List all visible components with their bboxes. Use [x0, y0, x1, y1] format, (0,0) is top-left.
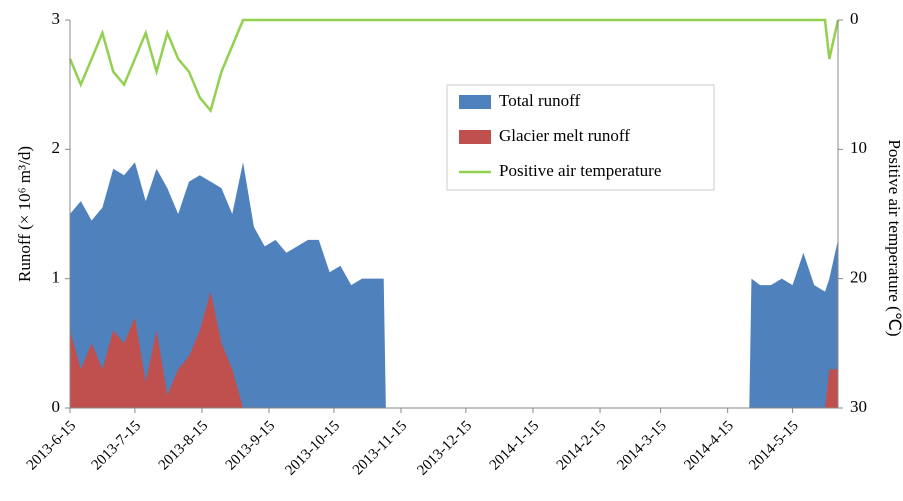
legend-swatch	[459, 95, 491, 109]
x-tick-label: 2013-11-15	[350, 418, 410, 478]
y2-tick-label: 20	[850, 268, 867, 287]
x-tick-label: 2014-5-15	[746, 418, 802, 474]
y2-tick-label: 10	[850, 138, 867, 157]
legend-swatch	[459, 130, 491, 144]
x-tick-label: 2014-3-15	[614, 418, 670, 474]
x-tick-label: 2014-1-15	[487, 418, 543, 474]
x-tick-label: 2013-7-15	[89, 418, 145, 474]
x-tick-label: 2014-4-15	[681, 418, 737, 474]
x-tick-label: 2013-9-15	[223, 418, 279, 474]
area	[70, 291, 838, 408]
y-tick-label: 2	[52, 138, 61, 157]
x-tick-label: 2013-12-15	[414, 418, 475, 479]
y-tick-label: 1	[52, 268, 61, 287]
area	[70, 162, 838, 408]
x-tick-label: 2013-10-15	[282, 418, 343, 479]
y2-axis-label: Positive air temperature (℃)	[885, 139, 903, 336]
x-tick-label: 2014-2-15	[554, 418, 610, 474]
legend-label: Total runoff	[499, 91, 580, 110]
x-tick-label: 2013-6-15	[24, 418, 80, 474]
y-axis-label: Runoff (× 10⁶ m³/d)	[15, 146, 34, 282]
y-tick-label: 3	[52, 9, 61, 28]
legend-box	[446, 84, 715, 191]
y-tick-label: 0	[52, 397, 61, 416]
y2-tick-label: 30	[850, 397, 867, 416]
y2-tick-label: 0	[850, 9, 859, 28]
legend-label: Glacier melt runoff	[499, 126, 630, 145]
legend-label: Positive air temperature	[499, 161, 661, 180]
line	[68, 18, 840, 114]
x-tick-label: 2013-8-15	[156, 418, 212, 474]
